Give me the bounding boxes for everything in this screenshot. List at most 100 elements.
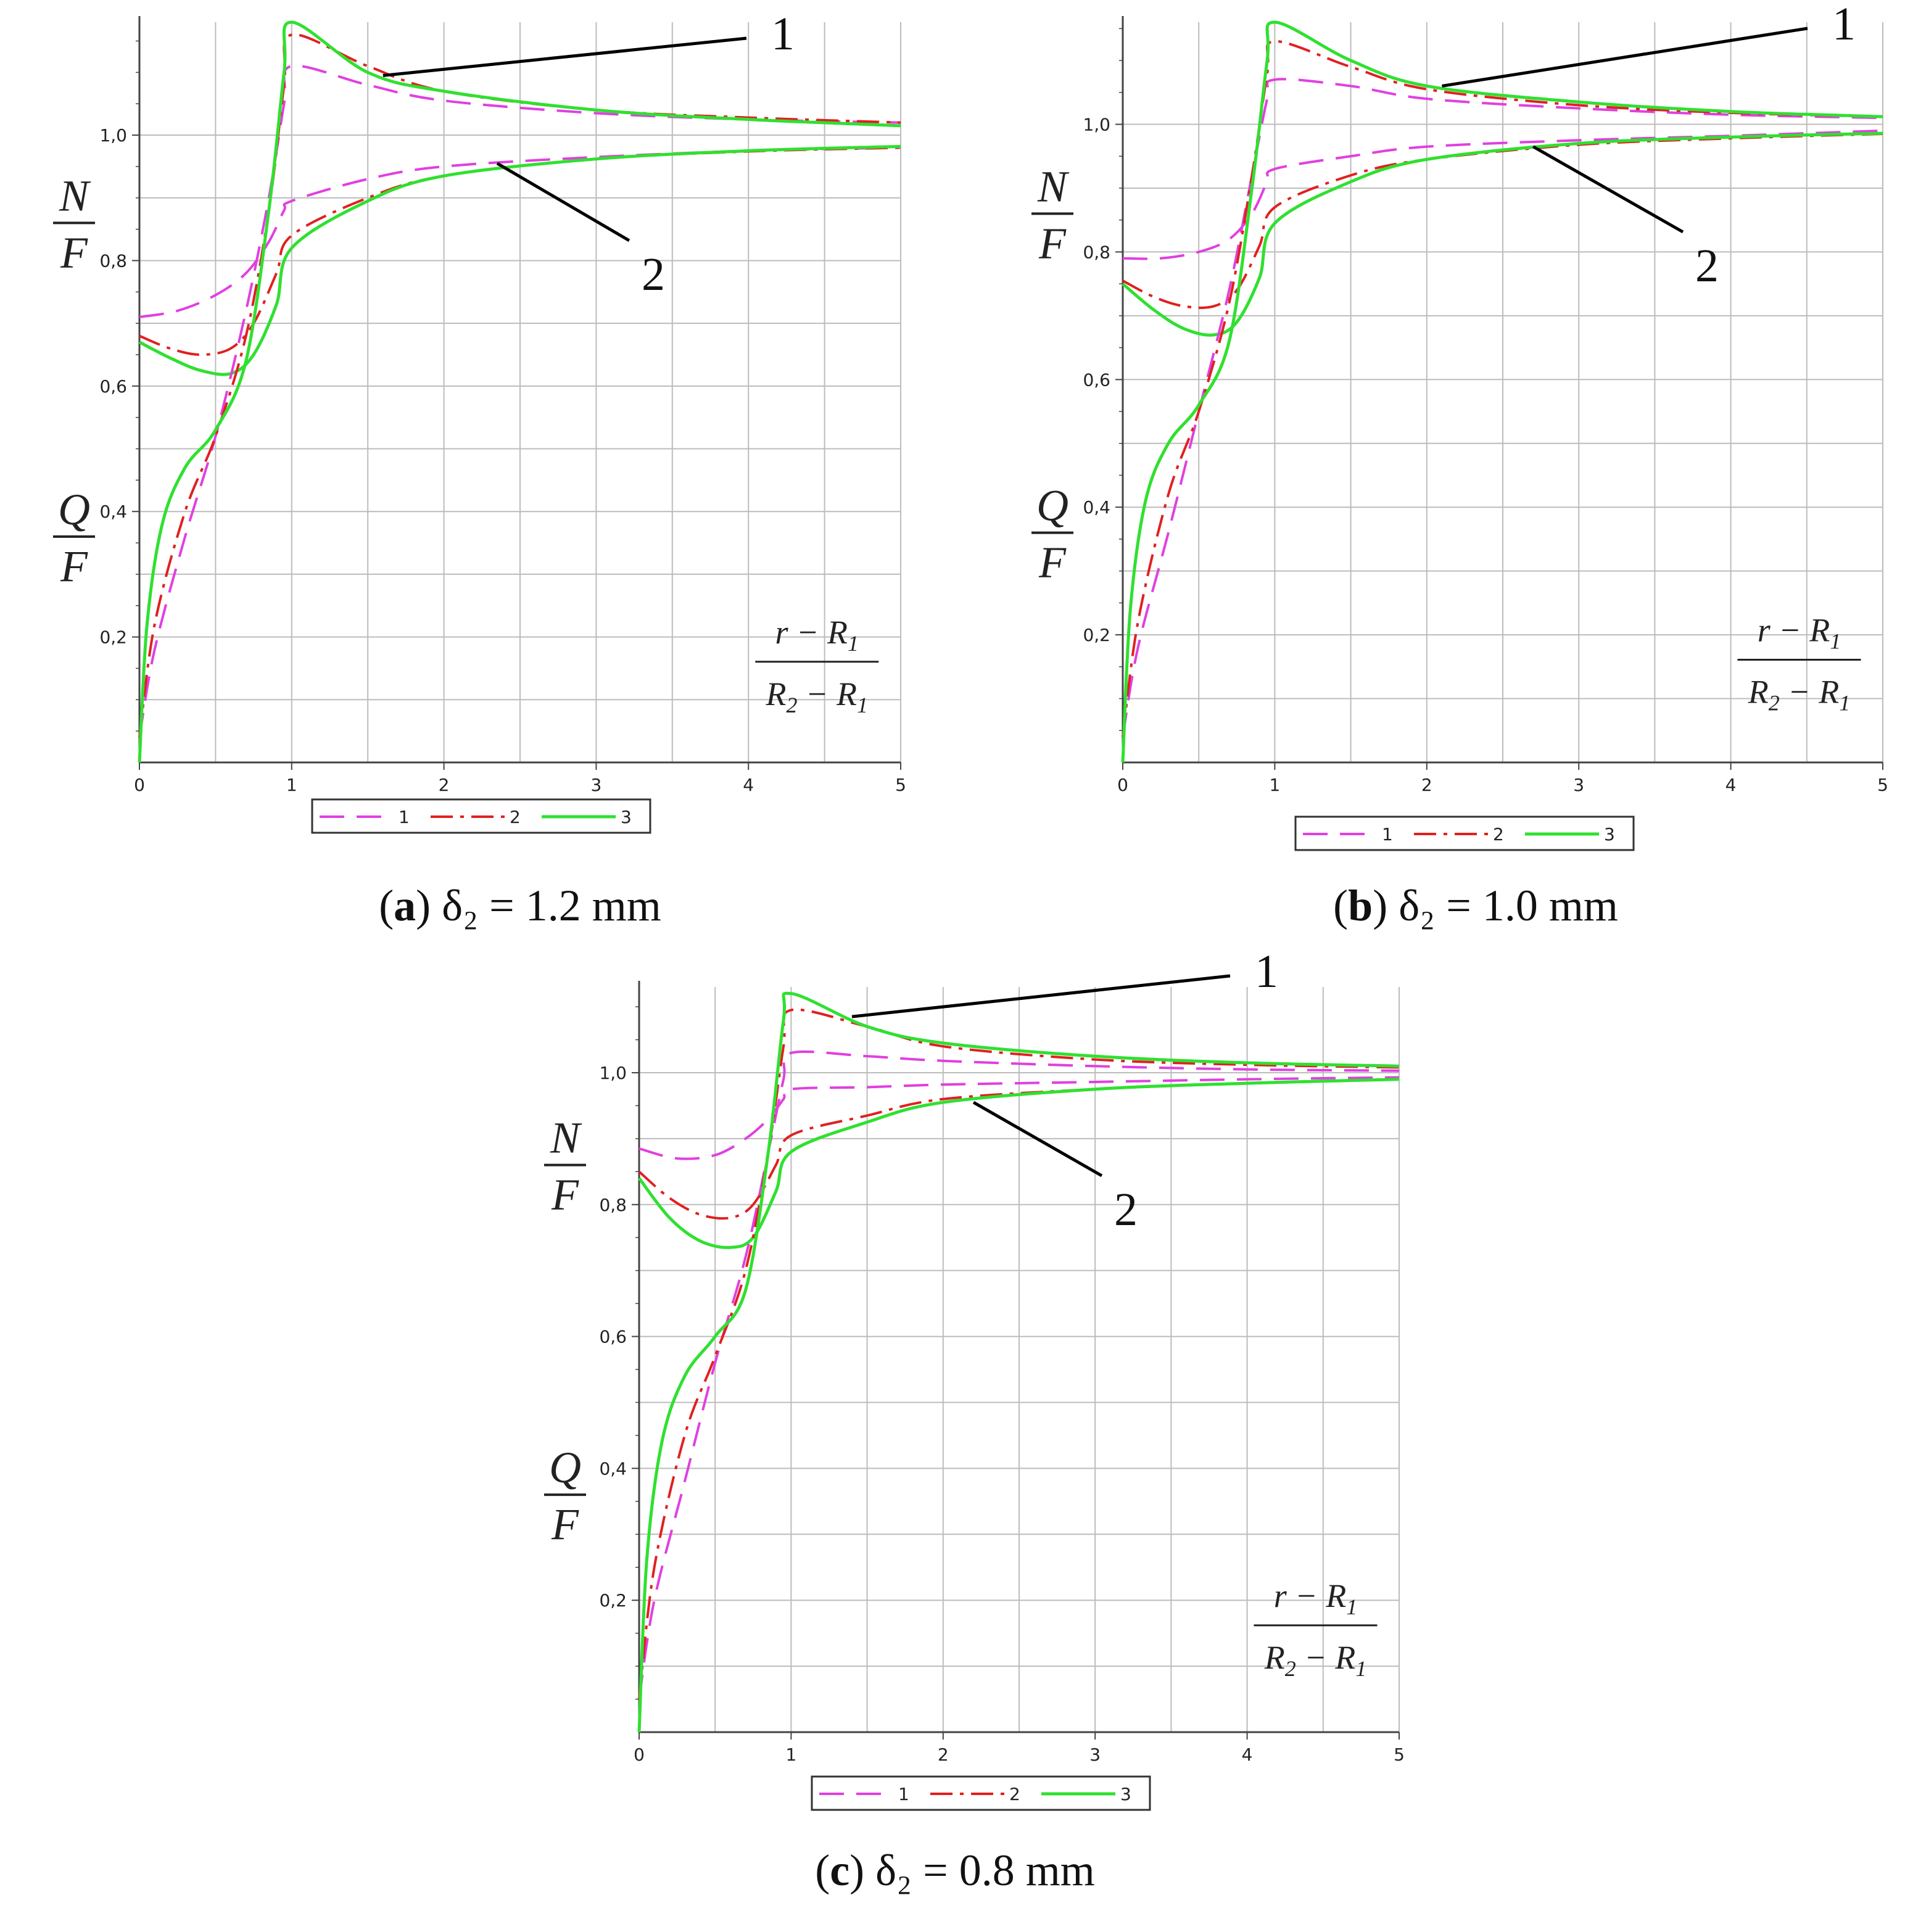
- caption-formula: δ₂ = 0.8 mm: [875, 1846, 1095, 1895]
- y-label-upper-den: F: [60, 228, 88, 277]
- y-tick-label: 0,4: [599, 1458, 627, 1479]
- x-tick-label: 2: [938, 1744, 949, 1765]
- x-tick-label: 5: [1394, 1744, 1405, 1765]
- x-tick-label: 5: [1877, 775, 1888, 795]
- caption-formula: δ₂ = 1.2 mm: [442, 881, 661, 930]
- x-tick-label: 1: [785, 1744, 796, 1765]
- series-3-Q-line: [1121, 20, 1883, 763]
- y-tick-label: 0,6: [99, 376, 127, 397]
- callout-2-leader: [496, 162, 630, 242]
- series-1-Q-line: [1122, 78, 1883, 737]
- series-3-Q-line: [138, 20, 901, 763]
- callout-1-label: 1: [1255, 946, 1278, 997]
- y-tick-label: 1,0: [599, 1063, 627, 1083]
- panel-caption: (a) δ₂ = 1.2 mm: [379, 881, 661, 930]
- caption-part: ): [416, 881, 442, 930]
- x-label-den: R2 − R1: [1264, 1639, 1366, 1681]
- y-tick-label: 0,8: [1083, 242, 1110, 262]
- panel-caption: (b) δ₂ = 1.0 mm: [1333, 881, 1618, 930]
- legend: 1 2 3: [311, 798, 651, 834]
- x-label-den-part: 2: [1769, 690, 1780, 715]
- x-label-num: r − R1: [1758, 611, 1841, 653]
- y-label-upper-num: N: [1037, 162, 1070, 211]
- x-tick-label: 4: [1242, 1744, 1253, 1765]
- callout-1-leader: [1442, 27, 1808, 88]
- x-label-num: r − R1: [775, 614, 859, 656]
- series-1-Q-line: [138, 64, 901, 738]
- y-tick-label: 0,2: [99, 627, 127, 648]
- y-tick-label: 0,6: [599, 1327, 627, 1347]
- x-label-den-part: − R: [1296, 1639, 1355, 1676]
- y-tick-label: 0,4: [99, 502, 127, 522]
- x-label-den-part: R: [1748, 673, 1769, 710]
- caption-part: ): [1373, 881, 1399, 930]
- legend-label-1: 1: [898, 1784, 909, 1804]
- x-label-den-part: − R: [1780, 673, 1839, 710]
- caption-part: ): [849, 1846, 875, 1895]
- series-3-Q-line: [637, 991, 1400, 1733]
- legend-label-3: 3: [1604, 824, 1615, 844]
- y-label-lower-den: F: [551, 1500, 579, 1549]
- y-tick-label: 0,8: [599, 1195, 627, 1215]
- y-label-lower-den: F: [60, 542, 88, 591]
- legend-label-2: 2: [510, 807, 521, 827]
- x-label-den-part: − R: [798, 675, 857, 712]
- series-2-Q-line: [638, 1008, 1400, 1699]
- callout-1-label: 1: [1832, 0, 1856, 50]
- x-label-den-part: 1: [857, 693, 868, 717]
- x-tick-label: 4: [743, 775, 754, 795]
- series-1-N-line: [638, 1076, 1400, 1160]
- callout-1-leader: [382, 36, 747, 77]
- y-label-lower-num: Q: [549, 1443, 581, 1492]
- callout-2-label: 2: [1114, 1184, 1138, 1236]
- x-label-den-part: 2: [1285, 1656, 1296, 1681]
- series-2-N-line: [139, 146, 901, 356]
- callout-1-label: 1: [771, 8, 795, 60]
- y-label-upper-num: N: [59, 171, 91, 220]
- legend-label-2: 2: [1009, 1784, 1020, 1804]
- legend-label-2: 2: [1493, 824, 1504, 844]
- x-label-den: R2 − R1: [766, 675, 868, 717]
- legend-label-1: 1: [399, 807, 410, 827]
- series-3-N-line: [1122, 131, 1883, 337]
- y-tick-label: 0,2: [1083, 625, 1110, 645]
- x-tick-label: 0: [634, 1744, 645, 1765]
- x-label-den-part: R: [1264, 1639, 1285, 1676]
- x-tick-label: 1: [286, 775, 297, 795]
- caption-part: (: [1333, 881, 1348, 930]
- y-label-upper-num: N: [550, 1113, 582, 1163]
- x-label-num-sub: 1: [1346, 1595, 1357, 1619]
- panel-caption: (c) δ₂ = 0.8 mm: [815, 1846, 1095, 1895]
- x-label-den: R2 − R1: [1748, 673, 1850, 715]
- y-tick-label: 0,8: [99, 250, 127, 271]
- caption-part: (: [815, 1846, 830, 1895]
- x-tick-label: 2: [1421, 775, 1432, 795]
- x-label-den-part: 1: [1839, 690, 1850, 715]
- x-tick-label: 4: [1725, 775, 1737, 795]
- series-1-Q-line: [638, 1050, 1400, 1699]
- x-tick-label: 3: [590, 775, 601, 795]
- y-label-lower-num: Q: [58, 485, 90, 534]
- legend: 1 2 3: [1294, 815, 1635, 851]
- legend-label-1: 1: [1382, 824, 1393, 844]
- x-label-den-part: R: [766, 675, 787, 712]
- callout-1-leader: [851, 974, 1231, 1018]
- callout-2-label: 2: [642, 249, 665, 300]
- y-label-upper-den: F: [551, 1170, 579, 1220]
- series-3-N-line: [138, 144, 901, 376]
- y-tick-label: 0,2: [599, 1590, 627, 1611]
- x-tick-label: 3: [1573, 775, 1584, 795]
- caption-part: c: [830, 1846, 849, 1895]
- caption-formula: δ₂ = 1.0 mm: [1399, 881, 1618, 930]
- x-tick-label: 5: [895, 775, 906, 795]
- x-tick-label: 1: [1269, 775, 1280, 795]
- y-label-lower-num: Q: [1036, 481, 1068, 530]
- callout-2-leader: [972, 1100, 1103, 1178]
- y-label-upper-den: F: [1038, 218, 1067, 268]
- x-tick-label: 0: [1117, 775, 1128, 795]
- series-2-Q-line: [1122, 40, 1883, 737]
